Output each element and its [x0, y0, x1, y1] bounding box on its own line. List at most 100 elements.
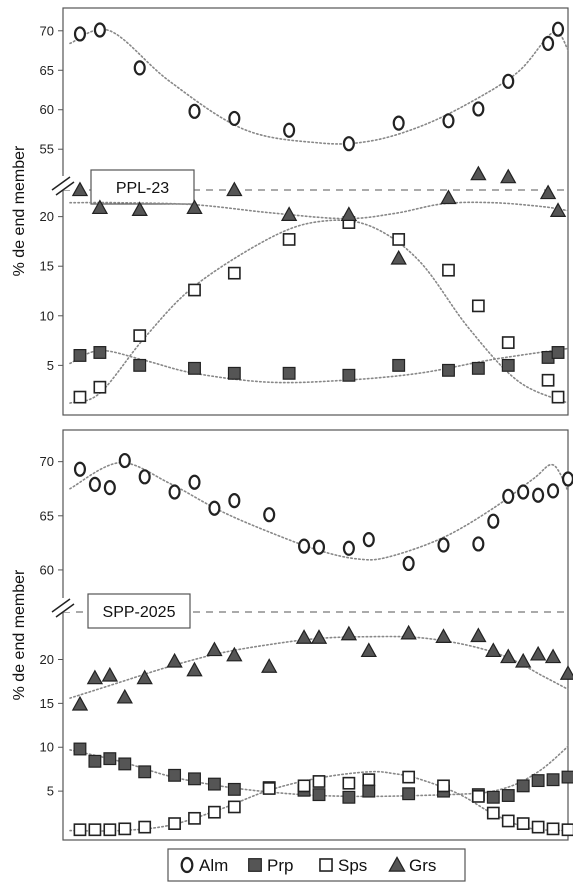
- point-sps: [262, 782, 276, 795]
- point-sps: [93, 380, 107, 394]
- panel-label-box: PPL-23: [90, 169, 195, 205]
- point-sps: [541, 373, 555, 387]
- point-sps: [516, 817, 530, 830]
- point-sps: [551, 390, 565, 404]
- y-tick-label: 70: [40, 454, 54, 469]
- point-prp: [442, 363, 455, 377]
- point-prp: [546, 773, 560, 787]
- y-axis: 55 60 65 70 5 10 15 20: [40, 23, 63, 373]
- point-alm: [517, 484, 530, 500]
- point-alm: [362, 532, 375, 548]
- y-tick-label: 70: [40, 23, 54, 38]
- point-alm: [561, 471, 573, 487]
- point-prp: [93, 346, 107, 359]
- y-tick-label: 10: [40, 308, 54, 323]
- point-prp: [188, 361, 201, 375]
- point-alm: [502, 488, 515, 504]
- point-grs: [186, 661, 203, 677]
- point-alm: [188, 474, 201, 490]
- point-grs: [226, 181, 243, 197]
- point-alm: [208, 500, 221, 516]
- point-alm: [228, 110, 241, 127]
- point-sps: [501, 336, 515, 349]
- point-sps: [282, 233, 296, 246]
- point-alm: [168, 484, 181, 500]
- point-grs: [539, 184, 557, 200]
- point-prp: [342, 790, 356, 804]
- point-sps: [312, 775, 326, 788]
- point-grs: [131, 201, 148, 217]
- point-grs: [470, 627, 487, 643]
- point-grs: [360, 642, 377, 658]
- point-sps: [208, 805, 221, 819]
- y-tick-label: 20: [40, 652, 54, 667]
- point-grs: [206, 641, 223, 657]
- point-prp: [227, 366, 241, 380]
- point-grs: [91, 199, 109, 215]
- point-prp: [561, 770, 573, 784]
- point-grs: [71, 695, 89, 711]
- y-tick-label: 60: [40, 562, 54, 577]
- point-sps: [227, 266, 241, 280]
- legend-marker-prp: [248, 858, 262, 872]
- legend: Alm Prp Sps Grs: [167, 848, 466, 882]
- point-grs: [400, 624, 417, 640]
- point-sps: [73, 823, 87, 837]
- point-grs: [186, 199, 203, 215]
- point-sps: [546, 822, 560, 836]
- point-sps: [362, 773, 376, 787]
- legend-item-grs: Grs: [388, 856, 436, 875]
- point-alm: [298, 538, 311, 554]
- point-grs: [295, 629, 313, 644]
- y-axis-label: % de end member: [11, 145, 28, 276]
- point-alm: [93, 22, 106, 38]
- legend-label: Sps: [338, 856, 367, 875]
- point-prp: [282, 366, 296, 380]
- point-prp: [362, 784, 376, 798]
- y-tick-label: 5: [47, 784, 54, 799]
- point-alm: [547, 483, 560, 499]
- point-sps: [471, 299, 485, 313]
- point-alm: [133, 60, 146, 76]
- panel-label-box: SPP-2025: [87, 593, 191, 629]
- legend-label: Alm: [199, 856, 228, 875]
- point-prp: [516, 779, 530, 793]
- point-grs: [544, 648, 562, 664]
- panel-spp-2025: 60 65 70 5 10 15 20 SPP-2025 % de end member: [11, 429, 573, 841]
- legend-item-prp: Prp: [248, 856, 293, 875]
- point-grs: [136, 669, 153, 685]
- point-prp: [227, 782, 241, 796]
- point-grs: [485, 642, 502, 658]
- point-prp: [73, 742, 87, 756]
- point-sps: [138, 820, 152, 834]
- y-tick-label: 15: [40, 259, 54, 274]
- point-prp: [501, 358, 515, 372]
- point-prp: [138, 765, 152, 779]
- y-tick-label: 15: [40, 696, 54, 711]
- point-grs: [101, 666, 119, 682]
- y-tick-label: 65: [40, 63, 54, 78]
- point-sps: [402, 770, 416, 784]
- point-alm: [551, 21, 565, 37]
- panel-label: PPL-23: [116, 180, 169, 197]
- y-tick-label: 55: [40, 142, 54, 157]
- point-sps: [561, 823, 573, 837]
- point-prp: [392, 358, 406, 372]
- point-prp: [103, 752, 117, 766]
- legend-item-sps: Sps: [319, 856, 367, 875]
- point-sps: [342, 776, 356, 790]
- axis-break-mark: [51, 176, 75, 196]
- point-alm: [342, 540, 355, 556]
- point-alm: [472, 101, 485, 117]
- point-grs: [116, 688, 133, 704]
- point-sps: [437, 779, 450, 793]
- point-sps: [88, 823, 102, 837]
- point-grs: [261, 658, 278, 673]
- point-alm: [487, 513, 500, 529]
- point-sps: [531, 820, 545, 834]
- point-alm: [228, 493, 241, 509]
- point-prp: [471, 361, 485, 375]
- y-tick-label: 60: [40, 102, 54, 117]
- legend-marker-grs: [388, 856, 406, 872]
- point-sps: [73, 390, 87, 404]
